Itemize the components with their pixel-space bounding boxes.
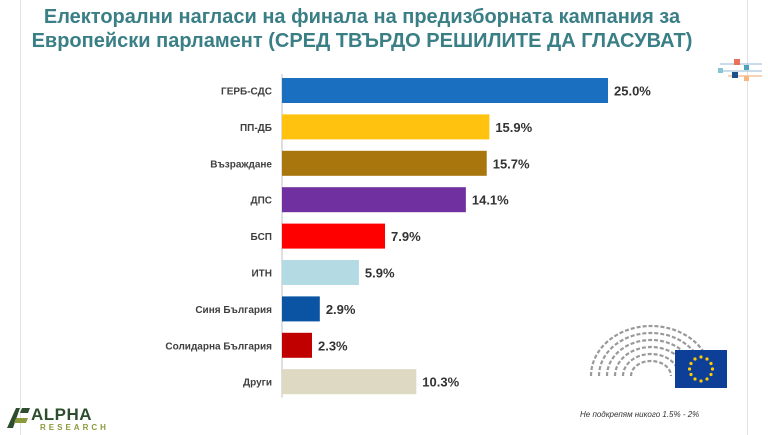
data-label: 25.0%	[614, 84, 651, 99]
bar	[282, 296, 320, 322]
data-label: 2.9%	[326, 302, 356, 317]
category-label: ИТН	[251, 269, 272, 280]
category-label: Синя България	[195, 305, 272, 316]
data-label: 5.9%	[365, 266, 395, 281]
bar	[282, 114, 490, 140]
chart-frame	[20, 0, 748, 435]
logo-mark-icon	[7, 408, 30, 428]
bar	[282, 369, 417, 395]
decorative-squares-icon	[718, 59, 762, 81]
logo-subtitle: RESEARCH	[40, 423, 109, 432]
category-label: ГЕРБ-СДС	[221, 87, 272, 98]
bar	[282, 150, 487, 176]
bar	[282, 332, 312, 358]
european-parliament-emblem	[589, 324, 727, 388]
bar	[282, 187, 466, 213]
data-label: 14.1%	[472, 193, 509, 208]
category-label: Солидарна България	[165, 341, 272, 352]
category-label: БСП	[251, 232, 272, 243]
bar	[282, 78, 608, 103]
category-label: ПП-ДБ	[240, 123, 272, 134]
title-line-2: Европейски парламент (СРЕД ТВЪРДО РЕШИЛИ…	[31, 30, 693, 52]
data-label: 15.7%	[493, 156, 530, 171]
title-line-1: Електорални нагласи на финала на предизб…	[43, 6, 681, 28]
chart-title: Електорални нагласи на финала на предизб…	[22, 5, 702, 53]
category-label: ДПС	[250, 196, 272, 207]
alpha-research-logo: ALPHA RESEARCH	[4, 404, 122, 434]
data-label: 15.9%	[495, 120, 532, 135]
bar	[282, 260, 359, 285]
footnote: Не подкрепям никого 1.5% - 2%	[580, 410, 700, 419]
data-label: 2.3%	[318, 338, 348, 353]
data-label: 7.9%	[391, 229, 421, 244]
category-label: Други	[243, 378, 272, 389]
data-label: 10.3%	[422, 375, 459, 390]
logo-word: ALPHA	[31, 405, 93, 424]
bar	[282, 223, 386, 249]
category-label: Възраждане	[210, 159, 272, 170]
